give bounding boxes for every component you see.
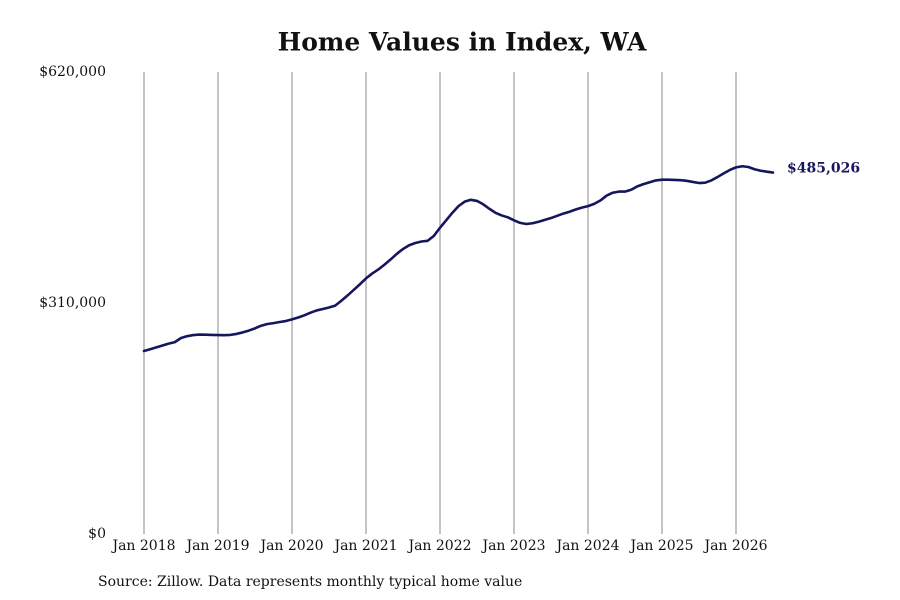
source-note: Source: Zillow. Data represents monthly … [98, 574, 522, 590]
line [142, 164, 775, 353]
x-tick-label: Jan 2023 [480, 538, 545, 554]
x-tick-label: Jan 2020 [258, 538, 323, 554]
y-tick-label: $0 [88, 526, 106, 542]
x-tick-label: Jan 2025 [628, 538, 693, 554]
y-tick-label: $620,000 [39, 64, 106, 80]
x-tick-label: Jan 2026 [702, 538, 767, 554]
y-tick-label: $310,000 [39, 295, 106, 311]
end-value-label: $485,026 [787, 161, 860, 177]
x-tick-label: Jan 2024 [554, 538, 619, 554]
chart-title: Home Values in Index, WA [278, 28, 647, 57]
x-tick-label: Jan 2018 [110, 538, 175, 554]
x-tick-label: Jan 2021 [332, 538, 397, 554]
x-tick-label: Jan 2019 [184, 538, 249, 554]
x-tick-label: Jan 2022 [406, 538, 471, 554]
